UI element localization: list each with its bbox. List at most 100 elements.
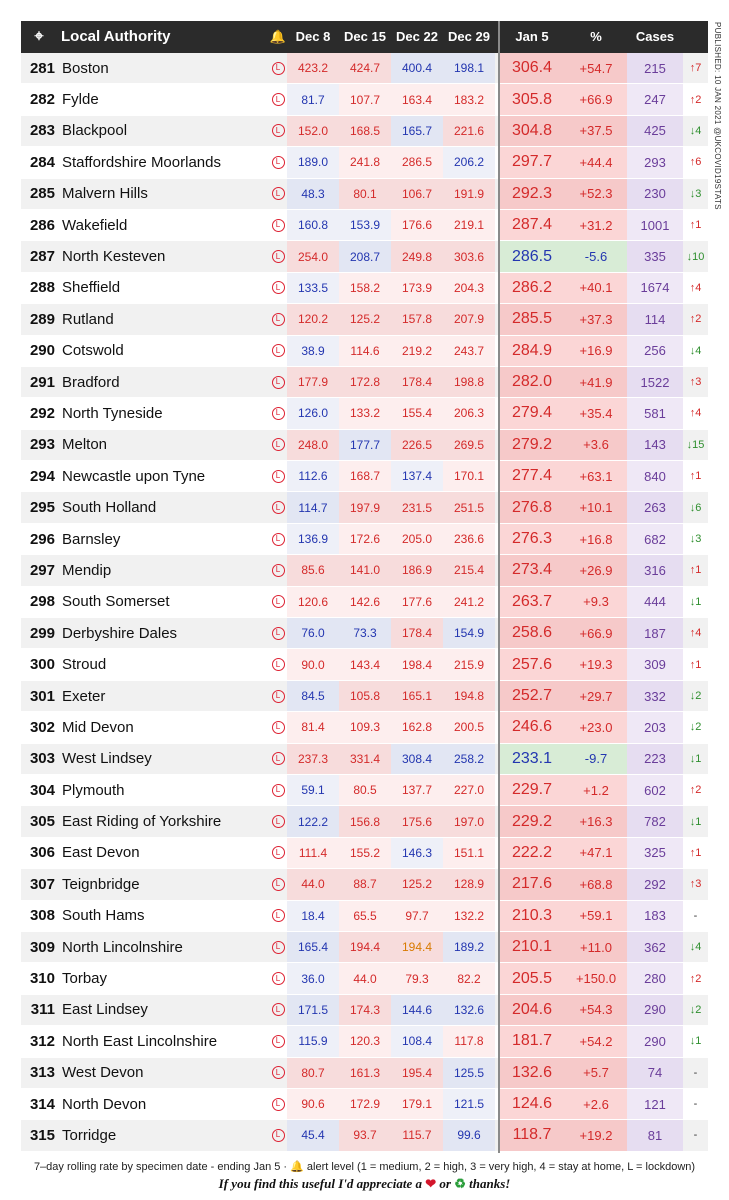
row-pct: -9.7 (565, 743, 627, 774)
row-d29: 303.6 (443, 241, 495, 272)
row-d8: 152.0 (287, 115, 339, 147)
table-row: 315 Torridge L 45.4 93.7 115.7 99.6 118.7 +19.2 8… (21, 1120, 708, 1152)
row-d22: 144.6 (391, 994, 443, 1026)
row-trend-arrow: - (693, 909, 698, 922)
row-d8: 133.5 (287, 272, 339, 304)
row-d8: 136.9 (287, 523, 339, 555)
row-jan5: 286.5 (499, 241, 565, 272)
row-pct: +29.7 (565, 680, 627, 712)
row-cases: 602 (627, 774, 683, 806)
header-dec8: Dec 8 (295, 29, 331, 44)
row-d22: 155.4 (391, 398, 443, 429)
table-row: 293 Melton L 248.0 177.7 226.5 269.5 279.2 +3.6 1… (21, 429, 708, 462)
row-d22: 286.5 (391, 147, 443, 178)
row-name: Stroud (62, 656, 107, 674)
column-divider (498, 21, 500, 1153)
row-name: East Riding of Yorkshire (62, 813, 222, 831)
row-d22: 162.8 (391, 712, 443, 743)
lockdown-badge: L (270, 587, 286, 617)
lockdown-badge: L (270, 1089, 286, 1119)
row-d22: 137.7 (391, 774, 443, 806)
table-row: 312 North East Lincolnshire L 115.9 120.3 108… (21, 1026, 708, 1058)
row-name: Mid Devon (62, 718, 134, 736)
map-pin-icon: ⌖ (34, 28, 44, 45)
row-rank: 303 (29, 750, 55, 768)
row-rank: 306 (29, 844, 55, 862)
row-cases: 1522 (627, 366, 683, 398)
row-d22: 79.3 (391, 963, 443, 994)
side-credit-text: PUBLISHED: 10 JAN 2021 @UKCOVID19STATS (713, 22, 722, 210)
lockdown-badge: L (270, 712, 286, 742)
row-d15: 120.3 (339, 1026, 391, 1057)
lockdown-icon: L (271, 187, 285, 201)
row-jan5: 279.4 (499, 398, 565, 429)
row-rank: 285 (29, 185, 55, 203)
row-name: North Devon (62, 1095, 147, 1113)
row-d29: 189.2 (443, 931, 495, 963)
row-rank: 302 (29, 718, 55, 736)
row-trend-arrow: - (693, 1098, 698, 1111)
row-cases: 309 (627, 649, 683, 680)
lockdown-badge: L (270, 1058, 286, 1088)
row-jan5: 229.2 (499, 806, 565, 837)
row-d22: 226.5 (391, 429, 443, 461)
row-d22: 137.4 (391, 461, 443, 492)
row-d29: 170.1 (443, 461, 495, 492)
row-pct: +5.7 (565, 1057, 627, 1088)
row-trend-arrow: ↓3 (689, 533, 702, 546)
row-cases: 203 (627, 712, 683, 743)
lockdown-icon: L (271, 720, 285, 734)
row-rank: 300 (29, 656, 55, 674)
row-rank: 292 (29, 404, 55, 422)
row-d8: 84.5 (287, 680, 339, 712)
row-name: Exeter (62, 687, 106, 705)
lockdown-badge: L (270, 963, 286, 993)
row-d8: 81.7 (287, 84, 339, 115)
row-d29: 191.9 (443, 178, 495, 209)
row-d8: 114.7 (287, 492, 339, 523)
heart-icon: ❤ (425, 1176, 437, 1191)
row-d15: 161.3 (339, 1057, 391, 1088)
row-rank: 287 (29, 248, 55, 266)
row-name: Torridge (62, 1126, 117, 1144)
lockdown-badge: L (270, 524, 286, 554)
row-pct: +52.3 (565, 178, 627, 209)
row-d29: 194.8 (443, 680, 495, 712)
row-cases: 183 (627, 900, 683, 931)
row-trend-arrow: ↓15 (686, 438, 705, 451)
row-d8: 18.4 (287, 900, 339, 931)
row-rank: 311 (30, 1001, 55, 1019)
row-jan5: 124.6 (499, 1088, 565, 1120)
lockdown-icon: L (271, 406, 285, 420)
footer-note: 7–day rolling rate by specimen date - en… (33, 1161, 696, 1173)
row-d8: 112.6 (287, 461, 339, 492)
row-d15: 168.7 (339, 461, 391, 492)
lockdown-badge: L (270, 618, 286, 648)
row-cases: 81 (627, 1120, 683, 1151)
row-jan5: 276.3 (499, 523, 565, 555)
row-name: South Hams (62, 907, 145, 925)
row-jan5: 229.7 (499, 774, 565, 806)
row-d15: 158.2 (339, 272, 391, 304)
table-row: 311 East Lindsey L 171.5 174.3 144.6 132.6 204.… (21, 994, 708, 1027)
row-jan5: 282.0 (499, 366, 565, 398)
row-d8: 122.2 (287, 806, 339, 837)
row-d29: 151.1 (443, 837, 495, 869)
lockdown-icon: L (271, 658, 285, 672)
row-d22: 177.6 (391, 586, 443, 618)
row-d15: 143.4 (339, 649, 391, 680)
lockdown-badge: L (270, 461, 286, 491)
header-dec22: Dec 22 (396, 29, 438, 44)
row-cases: 425 (627, 115, 683, 147)
row-trend-arrow: ↑4 (689, 627, 702, 640)
row-d8: 115.9 (287, 1026, 339, 1057)
row-pct: +2.6 (565, 1088, 627, 1120)
row-rank: 294 (29, 467, 55, 485)
row-pct: +1.2 (565, 774, 627, 806)
row-name: Cotswold (62, 342, 124, 360)
row-pct: +10.1 (565, 492, 627, 523)
row-rank: 288 (29, 279, 55, 297)
row-d22: 249.8 (391, 241, 443, 272)
row-d29: 243.7 (443, 335, 495, 366)
row-pct: +9.3 (565, 586, 627, 618)
